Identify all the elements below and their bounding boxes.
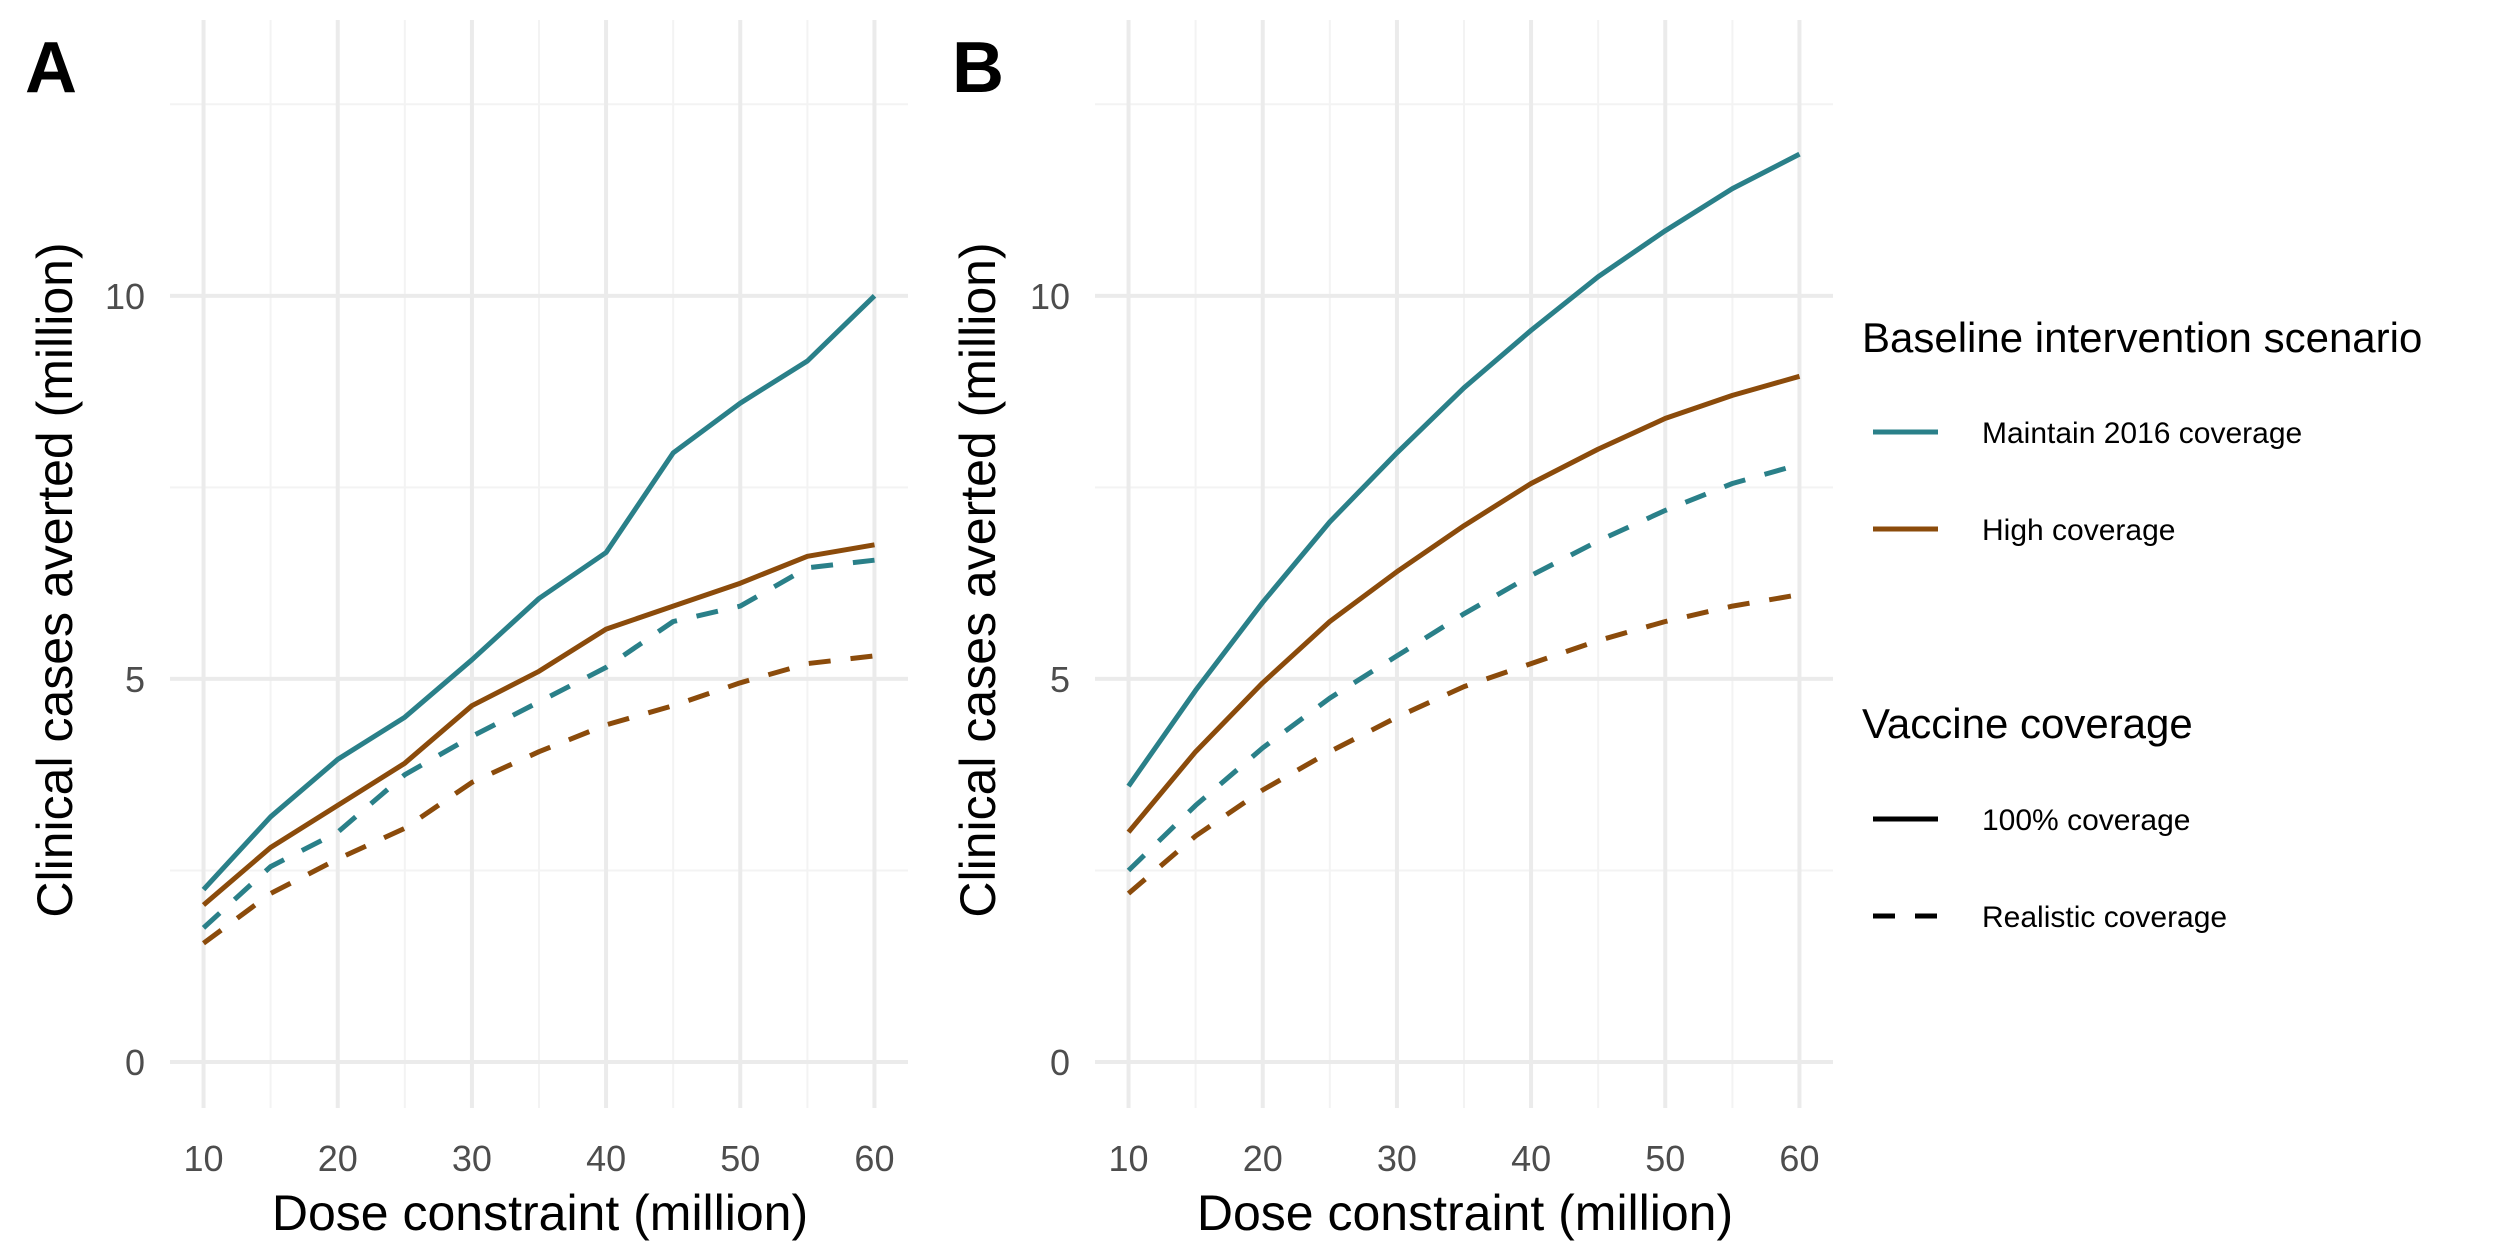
- legend-label-100-coverage: 100% coverage: [1982, 804, 2190, 837]
- panel-a-y-tick-label-5: 5: [125, 659, 145, 700]
- panel-b-series: [1126, 151, 1801, 896]
- panel-a-x-tick-label-30: 30: [452, 1138, 492, 1179]
- panel-a-series-line-0: [201, 294, 877, 892]
- legend-coverage-title: Vaccine coverage: [1862, 700, 2193, 747]
- panel-b-x-tick-label-30: 30: [1377, 1138, 1417, 1179]
- legend-scenario-title: Baseline intervention scenario: [1862, 314, 2422, 361]
- panel-b-series-line-3: [1126, 592, 1800, 896]
- panel-b-ticks: 10 20 30 40 50 60 0 5 10: [1030, 276, 1820, 1179]
- panel-a-x-tick-label-50: 50: [720, 1138, 760, 1179]
- panel-b-y-tick-label-10: 10: [1030, 276, 1070, 317]
- panel-a-series-line-1: [201, 542, 875, 907]
- legend-label-high-coverage: High coverage: [1982, 514, 2175, 547]
- panel-b-x-tick-label-50: 50: [1645, 1138, 1685, 1179]
- panel-a-ticks: 10 20 30 40 50 60 0 5 10: [105, 276, 895, 1179]
- panel-b-series-line-0: [1126, 151, 1801, 788]
- panel-b-x-tick-label-20: 20: [1243, 1138, 1283, 1179]
- panel-b: B 10 20 30 40 50 60 0 5 10 Dose constraint (mill…: [950, 20, 1833, 1241]
- panel-a: A 10 20 30 40 50 60 0 5 10 Dose constraint (mill…: [25, 20, 908, 1241]
- panel-a-series: [201, 294, 877, 946]
- panel-b-label: B: [952, 28, 1004, 108]
- legend-label-maintain-2016: Maintain 2016 coverage: [1982, 417, 2302, 450]
- panel-b-x-tick-label-40: 40: [1511, 1138, 1551, 1179]
- panel-a-x-tick-label-20: 20: [318, 1138, 358, 1179]
- panel-a-x-axis-title: Dose constraint (million): [272, 1185, 808, 1241]
- panel-a-y-axis-title: Clinical cases averted (million): [27, 242, 83, 917]
- panel-a-grid: [170, 20, 908, 1108]
- panel-a-x-tick-label-40: 40: [586, 1138, 626, 1179]
- panel-b-grid: [1095, 20, 1833, 1108]
- panel-b-x-tick-label-60: 60: [1779, 1138, 1819, 1179]
- panel-a-x-tick-label-60: 60: [854, 1138, 894, 1179]
- panel-a-y-tick-label-0: 0: [125, 1042, 145, 1083]
- panel-b-y-tick-label-5: 5: [1050, 659, 1070, 700]
- legend-label-realistic-coverage: Realistic coverage: [1982, 901, 2227, 934]
- panel-b-y-axis-title: Clinical cases averted (million): [950, 242, 1006, 917]
- panel-b-x-axis-title: Dose constraint (million): [1197, 1185, 1733, 1241]
- panel-b-series-line-1: [1126, 373, 1801, 834]
- panel-b-y-tick-label-0: 0: [1050, 1042, 1070, 1083]
- panel-a-series-line-3: [202, 653, 875, 946]
- legend: Baseline intervention scenario Maintain …: [1862, 314, 2422, 934]
- panel-a-y-tick-label-10: 10: [105, 276, 145, 317]
- panel-b-series-line-2: [1126, 461, 1801, 873]
- panel-b-x-tick-label-10: 10: [1109, 1138, 1149, 1179]
- panel-a-x-tick-label-10: 10: [184, 1138, 224, 1179]
- panel-a-label: A: [25, 28, 77, 108]
- panel-a-series-line-2: [201, 557, 875, 930]
